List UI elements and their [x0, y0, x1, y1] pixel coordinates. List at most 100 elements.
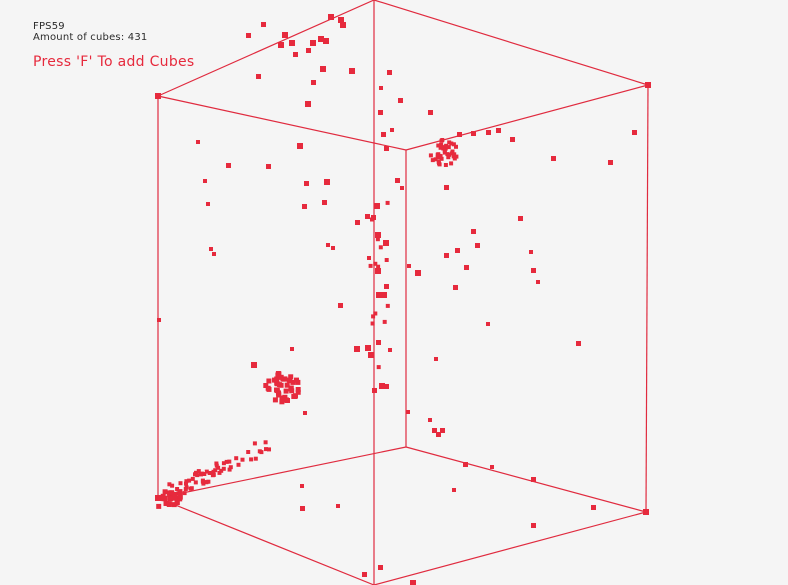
cube	[228, 465, 233, 470]
cube	[156, 503, 162, 509]
cube	[183, 487, 188, 491]
cube	[224, 459, 229, 464]
cube	[336, 504, 340, 508]
cube	[450, 149, 455, 154]
cube	[436, 143, 441, 148]
cube	[263, 440, 268, 445]
corner-cube	[155, 93, 161, 99]
cube	[400, 186, 404, 190]
cube	[406, 410, 410, 414]
cube	[453, 285, 458, 290]
cube	[437, 161, 441, 166]
cube-count-label: Amount of cubes: 431	[33, 32, 148, 43]
cube	[322, 200, 327, 205]
cube	[415, 270, 421, 276]
cube	[428, 153, 433, 158]
cube	[632, 130, 637, 135]
cube	[365, 345, 371, 351]
cube	[324, 179, 330, 185]
container-edge	[405, 446, 647, 513]
cube	[246, 450, 251, 454]
cube	[381, 292, 387, 298]
cube	[457, 132, 462, 137]
cube	[272, 377, 277, 383]
cube	[452, 488, 456, 492]
cube	[193, 480, 198, 485]
cube	[178, 481, 183, 486]
cube	[370, 217, 374, 222]
cube	[305, 101, 311, 107]
cube	[338, 303, 343, 308]
corner-cube	[155, 495, 161, 501]
container-edge	[157, 446, 407, 499]
cube	[294, 377, 299, 383]
cube	[398, 98, 403, 103]
cube	[278, 382, 284, 388]
cube	[331, 246, 335, 250]
cube	[300, 506, 305, 511]
cube	[190, 476, 195, 481]
cube	[279, 395, 285, 401]
cube	[295, 389, 301, 395]
cube	[447, 152, 452, 157]
cube	[207, 471, 212, 475]
cube	[203, 179, 207, 183]
cube	[263, 383, 269, 388]
cube	[227, 459, 232, 464]
cube	[175, 487, 180, 491]
cube	[531, 477, 536, 482]
cube	[449, 161, 454, 166]
cube	[236, 462, 241, 467]
cube	[378, 565, 383, 570]
cube	[210, 473, 215, 478]
cube	[387, 70, 392, 75]
cube	[290, 347, 294, 351]
cube	[227, 467, 232, 472]
cube	[209, 247, 213, 251]
cube	[444, 143, 449, 148]
cube	[551, 156, 556, 161]
cube	[430, 158, 435, 163]
cube	[436, 432, 441, 437]
cube	[518, 216, 523, 221]
cube	[373, 261, 378, 266]
cube	[367, 256, 371, 260]
cube	[177, 496, 183, 502]
cube	[447, 140, 452, 145]
cube	[384, 284, 389, 289]
cube	[383, 240, 389, 246]
cube	[221, 466, 226, 471]
cube	[496, 128, 501, 133]
cube	[384, 146, 389, 151]
cube	[432, 428, 437, 433]
cube	[379, 383, 385, 389]
cube	[272, 397, 278, 403]
cube	[428, 110, 433, 115]
cube	[167, 496, 173, 502]
cube	[326, 243, 330, 247]
cube	[204, 469, 209, 474]
cube	[529, 250, 533, 254]
cube	[441, 145, 446, 150]
container-edge	[157, 95, 407, 151]
cube	[354, 346, 360, 352]
cube	[576, 341, 581, 346]
cube	[163, 500, 169, 506]
container-corners	[155, 82, 651, 515]
cube	[282, 397, 288, 403]
cube	[200, 478, 205, 483]
cube	[433, 157, 438, 162]
cube	[310, 40, 316, 46]
cube	[266, 164, 271, 169]
cube	[375, 237, 380, 242]
cube	[464, 265, 469, 270]
cube	[531, 523, 536, 528]
cube	[264, 447, 268, 452]
cube	[440, 428, 445, 433]
cube	[295, 387, 301, 392]
cube	[428, 418, 432, 422]
cube	[216, 465, 221, 470]
cube	[284, 382, 290, 388]
cube	[214, 463, 219, 468]
